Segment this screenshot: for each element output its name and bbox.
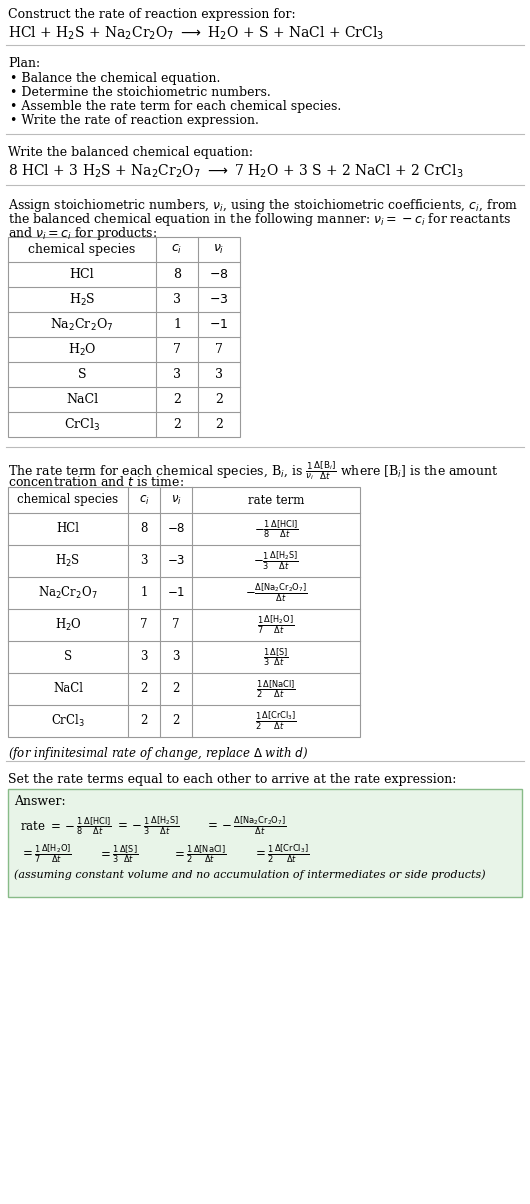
Bar bbox=[8, 789, 522, 897]
Text: HCl: HCl bbox=[69, 268, 94, 281]
Text: • Balance the chemical equation.: • Balance the chemical equation. bbox=[10, 72, 220, 85]
Text: Write the balanced chemical equation:: Write the balanced chemical equation: bbox=[8, 146, 253, 159]
Text: 2: 2 bbox=[215, 393, 223, 406]
Text: Set the rate terms equal to each other to arrive at the rate expression:: Set the rate terms equal to each other t… bbox=[8, 773, 456, 786]
Text: 2: 2 bbox=[215, 418, 223, 431]
Text: The rate term for each chemical species, B$_i$, is $\frac{1}{\nu_i}\frac{\Delta[: The rate term for each chemical species,… bbox=[8, 459, 498, 482]
Text: 3: 3 bbox=[215, 368, 223, 380]
Text: H$_2$O: H$_2$O bbox=[68, 342, 96, 358]
Text: $-3$: $-3$ bbox=[209, 293, 229, 306]
Text: $-1$: $-1$ bbox=[167, 586, 185, 600]
Text: Plan:: Plan: bbox=[8, 57, 40, 70]
Text: 2: 2 bbox=[172, 714, 180, 727]
Text: 2: 2 bbox=[173, 393, 181, 406]
Text: 2: 2 bbox=[140, 714, 148, 727]
Text: (assuming constant volume and no accumulation of intermediates or side products): (assuming constant volume and no accumul… bbox=[14, 869, 485, 880]
Text: 3: 3 bbox=[172, 650, 180, 663]
Text: 1: 1 bbox=[140, 586, 148, 600]
Text: $-\frac{1}{3}\frac{\Delta[\mathrm{H_2S}]}{\Delta t}$: $-\frac{1}{3}\frac{\Delta[\mathrm{H_2S}]… bbox=[253, 550, 299, 572]
Text: $-1$: $-1$ bbox=[209, 318, 228, 331]
Text: 8: 8 bbox=[173, 268, 181, 281]
Text: 7: 7 bbox=[173, 343, 181, 356]
Text: rate term: rate term bbox=[248, 494, 304, 507]
Text: HCl + H$_2$S + Na$_2$Cr$_2$O$_7$ $\longrightarrow$ H$_2$O + S + NaCl + CrCl$_3$: HCl + H$_2$S + Na$_2$Cr$_2$O$_7$ $\longr… bbox=[8, 25, 384, 42]
Text: $= -\frac{1}{3}\frac{\Delta[\mathrm{H_2S}]}{\Delta t}$: $= -\frac{1}{3}\frac{\Delta[\mathrm{H_2S… bbox=[115, 815, 180, 838]
Text: H$_2$O: H$_2$O bbox=[55, 616, 82, 633]
Text: 3: 3 bbox=[140, 555, 148, 567]
Text: 8: 8 bbox=[140, 523, 148, 536]
Text: $-8$: $-8$ bbox=[167, 523, 185, 536]
Text: S: S bbox=[78, 368, 86, 380]
Text: $= \frac{1}{7}\frac{\Delta[\mathrm{H_2O}]}{\Delta t}$: $= \frac{1}{7}\frac{\Delta[\mathrm{H_2O}… bbox=[20, 843, 72, 866]
Text: $= \frac{1}{3}\frac{\Delta[\mathrm{S}]}{\Delta t}$: $= \frac{1}{3}\frac{\Delta[\mathrm{S}]}{… bbox=[98, 843, 138, 864]
Text: $= -\frac{\Delta[\mathrm{Na_2Cr_2O_7}]}{\Delta t}$: $= -\frac{\Delta[\mathrm{Na_2Cr_2O_7}]}{… bbox=[205, 815, 287, 838]
Text: • Determine the stoichiometric numbers.: • Determine the stoichiometric numbers. bbox=[10, 85, 271, 99]
Text: Na$_2$Cr$_2$O$_7$: Na$_2$Cr$_2$O$_7$ bbox=[50, 317, 113, 332]
Text: and $\nu_i = c_i$ for products:: and $\nu_i = c_i$ for products: bbox=[8, 225, 157, 242]
Text: $c_i$: $c_i$ bbox=[171, 243, 183, 256]
Text: S: S bbox=[64, 650, 72, 663]
Text: H$_2$S: H$_2$S bbox=[56, 553, 81, 569]
Text: 7: 7 bbox=[140, 619, 148, 632]
Text: $-\frac{\Delta[\mathrm{Na_2Cr_2O_7}]}{\Delta t}$: $-\frac{\Delta[\mathrm{Na_2Cr_2O_7}]}{\D… bbox=[245, 582, 307, 604]
Text: CrCl$_3$: CrCl$_3$ bbox=[51, 713, 85, 730]
Text: Answer:: Answer: bbox=[14, 795, 66, 808]
Text: $= \frac{1}{2}\frac{\Delta[\mathrm{CrCl_3}]}{\Delta t}$: $= \frac{1}{2}\frac{\Delta[\mathrm{CrCl_… bbox=[253, 843, 310, 866]
Text: 2: 2 bbox=[173, 418, 181, 431]
Text: 7: 7 bbox=[172, 619, 180, 632]
Text: $\frac{1}{7}\frac{\Delta[\mathrm{H_2O}]}{\Delta t}$: $\frac{1}{7}\frac{\Delta[\mathrm{H_2O}]}… bbox=[257, 614, 295, 636]
Text: HCl: HCl bbox=[57, 523, 80, 536]
Text: 7: 7 bbox=[215, 343, 223, 356]
Text: Na$_2$Cr$_2$O$_7$: Na$_2$Cr$_2$O$_7$ bbox=[38, 585, 98, 601]
Text: 3: 3 bbox=[173, 368, 181, 380]
Text: • Assemble the rate term for each chemical species.: • Assemble the rate term for each chemic… bbox=[10, 100, 341, 113]
Text: $-\frac{1}{8}\frac{\Delta[\mathrm{HCl}]}{\Delta t}$: $-\frac{1}{8}\frac{\Delta[\mathrm{HCl}]}… bbox=[253, 518, 298, 539]
Text: chemical species: chemical species bbox=[29, 243, 136, 256]
Text: $= \frac{1}{2}\frac{\Delta[\mathrm{NaCl}]}{\Delta t}$: $= \frac{1}{2}\frac{\Delta[\mathrm{NaCl}… bbox=[172, 843, 226, 864]
Text: 8 HCl + 3 H$_2$S + Na$_2$Cr$_2$O$_7$ $\longrightarrow$ 7 H$_2$O + 3 S + 2 NaCl +: 8 HCl + 3 H$_2$S + Na$_2$Cr$_2$O$_7$ $\l… bbox=[8, 163, 463, 181]
Text: (for infinitesimal rate of change, replace $\Delta$ with $d$): (for infinitesimal rate of change, repla… bbox=[8, 745, 308, 762]
Text: $-3$: $-3$ bbox=[167, 555, 185, 567]
Text: • Write the rate of reaction expression.: • Write the rate of reaction expression. bbox=[10, 114, 259, 126]
Text: 3: 3 bbox=[140, 650, 148, 663]
Text: Assign stoichiometric numbers, $\nu_i$, using the stoichiometric coefficients, $: Assign stoichiometric numbers, $\nu_i$, … bbox=[8, 197, 518, 214]
Text: $\nu_i$: $\nu_i$ bbox=[213, 243, 225, 256]
Text: 3: 3 bbox=[173, 293, 181, 306]
Bar bbox=[8, 237, 240, 437]
Text: $\frac{1}{2}\frac{\Delta[\mathrm{CrCl_3}]}{\Delta t}$: $\frac{1}{2}\frac{\Delta[\mathrm{CrCl_3}… bbox=[255, 710, 297, 732]
Text: CrCl$_3$: CrCl$_3$ bbox=[64, 417, 100, 432]
Text: concentration and $t$ is time:: concentration and $t$ is time: bbox=[8, 476, 184, 489]
Text: 1: 1 bbox=[173, 318, 181, 331]
Text: $c_i$: $c_i$ bbox=[139, 494, 149, 507]
Text: chemical species: chemical species bbox=[17, 494, 119, 507]
Text: NaCl: NaCl bbox=[53, 683, 83, 696]
Text: the balanced chemical equation in the following manner: $\nu_i = -c_i$ for react: the balanced chemical equation in the fo… bbox=[8, 211, 511, 228]
Text: $\frac{1}{2}\frac{\Delta[\mathrm{NaCl}]}{\Delta t}$: $\frac{1}{2}\frac{\Delta[\mathrm{NaCl}]}… bbox=[256, 678, 296, 700]
Text: H$_2$S: H$_2$S bbox=[69, 291, 95, 307]
Text: $\nu_i$: $\nu_i$ bbox=[171, 494, 181, 507]
Text: 2: 2 bbox=[140, 683, 148, 696]
Text: $-8$: $-8$ bbox=[209, 268, 229, 281]
Text: $\frac{1}{3}\frac{\Delta[\mathrm{S}]}{\Delta t}$: $\frac{1}{3}\frac{\Delta[\mathrm{S}]}{\D… bbox=[263, 647, 289, 668]
Text: rate $= -\frac{1}{8}\frac{\Delta[\mathrm{HCl}]}{\Delta t}$: rate $= -\frac{1}{8}\frac{\Delta[\mathrm… bbox=[20, 815, 112, 837]
Text: NaCl: NaCl bbox=[66, 393, 98, 406]
Text: 2: 2 bbox=[172, 683, 180, 696]
Bar bbox=[8, 486, 360, 737]
Text: Construct the rate of reaction expression for:: Construct the rate of reaction expressio… bbox=[8, 8, 296, 20]
